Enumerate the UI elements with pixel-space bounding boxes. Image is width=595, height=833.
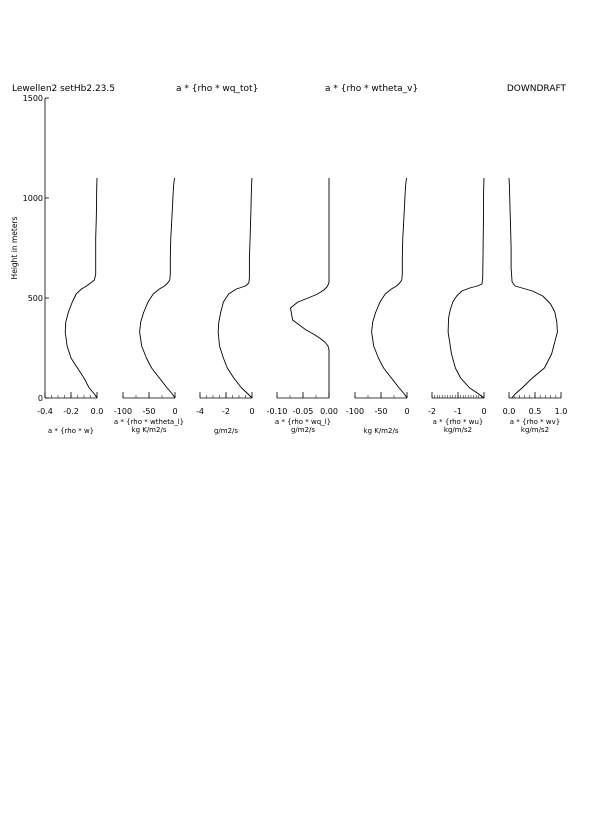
x-tick-label: 0 (249, 407, 254, 416)
x-axis-label: a * {rho * wtheta_l} (114, 418, 184, 426)
y-tick-label: 500 (28, 294, 43, 303)
x-axis-units: kg/m/s2 (444, 426, 472, 434)
x-tick-label: -0.05 (293, 407, 314, 416)
y-tick-label: 1000 (23, 194, 43, 203)
x-tick-label: 0.0 (503, 407, 516, 416)
header-case-name: Lewellen2 setHb2.23.5 (12, 84, 115, 94)
x-tick-label: 0 (404, 407, 409, 416)
profile-panel-5: -100 -50 0 kg K/m2/s (346, 177, 410, 435)
y-tick-label: 0 (38, 394, 43, 403)
x-axis-label: g/m2/s (214, 427, 238, 435)
x-tick-label: -0.10 (267, 407, 288, 416)
y-tick-label: 1500 (23, 94, 43, 103)
x-tick-label: 0 (172, 407, 177, 416)
x-tick-label: -1 (454, 407, 462, 416)
profile-panel-2: -100 -50 0 a * {rho * wtheta_l}kg K/m2/s (114, 177, 184, 434)
profile-line (290, 178, 330, 398)
x-tick-label: -0.4 (37, 407, 53, 416)
profile-line (508, 177, 558, 399)
x-tick-label: -4 (196, 407, 204, 416)
x-tick-label: 1.0 (555, 407, 568, 416)
x-axis-units: g/m2/s (291, 426, 315, 434)
x-axis-units: kg/m/s2 (521, 426, 549, 434)
x-axis-label: a * {rho * wq_l} (275, 418, 331, 426)
x-tick-label: -100 (114, 407, 132, 416)
header-downdraft-label: DOWNDRAFT (507, 84, 567, 94)
profile-line (371, 177, 408, 399)
profile-panel-7: 0.0 0.5 1.0 a * {rho * wv}kg/m/s2 (503, 177, 568, 434)
x-tick-label: -100 (346, 407, 364, 416)
header-wtheta-v-title: a * {rho * wtheta_v} (325, 84, 418, 94)
profile-panel-4: -0.10 -0.05 0.00 a * {rho * wq_l}g/m2/s (267, 178, 338, 434)
x-tick-label: -2 (428, 407, 436, 416)
x-tick-label: 0.00 (320, 407, 338, 416)
profile-panel-6: -2 -1 0 a * {rho * wu}kg/m/s2 (428, 177, 487, 434)
x-tick-label: -2 (222, 407, 230, 416)
x-axis-label: a * {rho * wu} (433, 418, 484, 426)
profile-line (217, 177, 253, 399)
x-axis-units: kg K/m2/s (132, 426, 167, 434)
x-axis-label: a * {rho * wv} (510, 418, 560, 426)
x-tick-label: -50 (374, 407, 387, 416)
x-tick-label: -0.2 (63, 407, 79, 416)
profile-panel-1: -0.4 -0.2 0.0 a * {rho * w} (37, 177, 104, 435)
x-tick-label: -50 (142, 407, 155, 416)
x-tick-label: 0.5 (529, 407, 542, 416)
profile-line (64, 177, 98, 399)
x-tick-label: 0 (481, 407, 486, 416)
profile-line (447, 177, 485, 399)
x-axis-label: a * {rho * w} (48, 427, 94, 435)
y-axis-label: Height in meters (10, 216, 19, 279)
header-wq-tot-title: a * {rho * wq_tot} (176, 84, 258, 94)
x-axis-label: kg K/m2/s (364, 427, 399, 435)
x-tick-label: 0.0 (91, 407, 104, 416)
profile-line (139, 177, 176, 399)
profile-panels: -0.4 -0.2 0.0a * {rho * w}-100 -50 0a * {rho… (37, 177, 568, 435)
profile-panel-3: -4 -2 0 g/m2/s (196, 177, 255, 435)
